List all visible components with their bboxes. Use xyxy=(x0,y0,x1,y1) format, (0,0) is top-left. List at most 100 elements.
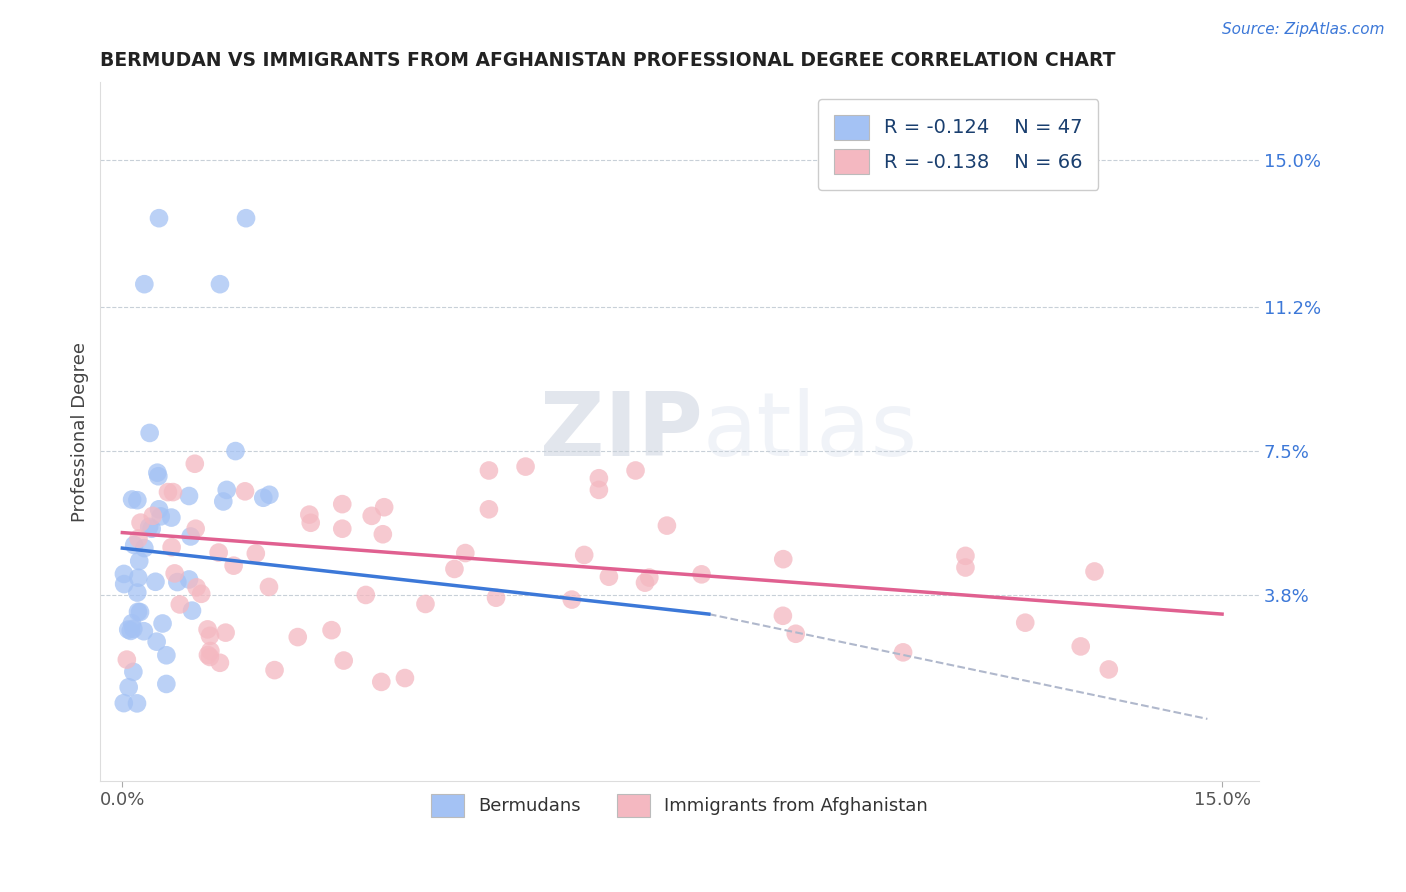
Point xyxy=(162,485,184,500)
Point xyxy=(208,545,231,559)
Point xyxy=(215,483,238,497)
Point xyxy=(155,677,177,691)
Point xyxy=(155,648,177,663)
Point xyxy=(127,571,149,585)
Point xyxy=(561,592,583,607)
Point xyxy=(118,680,141,694)
Point xyxy=(298,508,321,522)
Point xyxy=(245,546,267,560)
Point xyxy=(955,549,977,563)
Point xyxy=(772,608,794,623)
Point xyxy=(129,516,152,530)
Point xyxy=(134,277,156,292)
Point xyxy=(146,466,169,480)
Point xyxy=(120,624,142,638)
Point xyxy=(772,552,794,566)
Point xyxy=(624,463,647,477)
Point xyxy=(263,663,285,677)
Point xyxy=(572,548,595,562)
Point xyxy=(214,625,236,640)
Point xyxy=(163,566,186,581)
Point xyxy=(180,529,202,543)
Point xyxy=(142,508,165,523)
Point xyxy=(190,587,212,601)
Point xyxy=(198,650,221,665)
Point xyxy=(121,492,143,507)
Point xyxy=(200,644,222,658)
Point xyxy=(233,484,256,499)
Point xyxy=(634,575,657,590)
Point xyxy=(235,211,257,226)
Point xyxy=(125,697,148,711)
Point xyxy=(321,623,343,637)
Point xyxy=(955,560,977,574)
Point xyxy=(198,629,221,643)
Point xyxy=(112,566,135,581)
Point xyxy=(638,571,661,585)
Point xyxy=(1098,662,1121,676)
Point xyxy=(177,489,200,503)
Text: atlas: atlas xyxy=(703,388,918,475)
Point xyxy=(330,522,353,536)
Point xyxy=(128,554,150,568)
Point xyxy=(149,509,172,524)
Point xyxy=(122,622,145,636)
Point xyxy=(184,457,207,471)
Point xyxy=(224,444,246,458)
Point xyxy=(208,656,231,670)
Point xyxy=(138,520,160,534)
Point xyxy=(287,630,309,644)
Point xyxy=(370,674,392,689)
Point xyxy=(138,425,160,440)
Text: Source: ZipAtlas.com: Source: ZipAtlas.com xyxy=(1222,22,1385,37)
Point xyxy=(785,627,807,641)
Point xyxy=(122,538,145,552)
Point xyxy=(148,469,170,483)
Point xyxy=(115,652,138,666)
Point xyxy=(112,577,135,591)
Point xyxy=(690,567,713,582)
Point xyxy=(212,494,235,508)
Point xyxy=(186,580,208,594)
Point xyxy=(127,585,149,599)
Point xyxy=(181,604,204,618)
Point xyxy=(478,502,501,516)
Point xyxy=(177,573,200,587)
Point xyxy=(148,502,170,516)
Point xyxy=(394,671,416,685)
Point xyxy=(1014,615,1036,630)
Point xyxy=(222,558,245,573)
Y-axis label: Professional Degree: Professional Degree xyxy=(72,342,89,522)
Point xyxy=(415,597,437,611)
Point xyxy=(160,540,183,554)
Point xyxy=(122,665,145,679)
Point xyxy=(184,522,207,536)
Point xyxy=(443,562,465,576)
Point xyxy=(259,488,281,502)
Point xyxy=(197,623,219,637)
Point xyxy=(252,491,274,505)
Point xyxy=(156,485,179,500)
Point xyxy=(197,648,219,662)
Point xyxy=(141,522,163,536)
Point xyxy=(160,510,183,524)
Point xyxy=(128,532,150,546)
Point xyxy=(299,516,322,530)
Point xyxy=(598,570,620,584)
Point xyxy=(360,508,382,523)
Point xyxy=(1070,640,1092,654)
Point xyxy=(588,483,610,497)
Point xyxy=(655,518,678,533)
Point xyxy=(166,575,188,590)
Point xyxy=(121,616,143,631)
Point xyxy=(127,605,149,619)
Point xyxy=(330,497,353,511)
Point xyxy=(145,574,167,589)
Point xyxy=(354,588,377,602)
Point xyxy=(134,541,156,555)
Text: ZIP: ZIP xyxy=(540,388,703,475)
Point xyxy=(515,459,537,474)
Point xyxy=(454,546,477,560)
Point xyxy=(148,211,170,226)
Point xyxy=(152,616,174,631)
